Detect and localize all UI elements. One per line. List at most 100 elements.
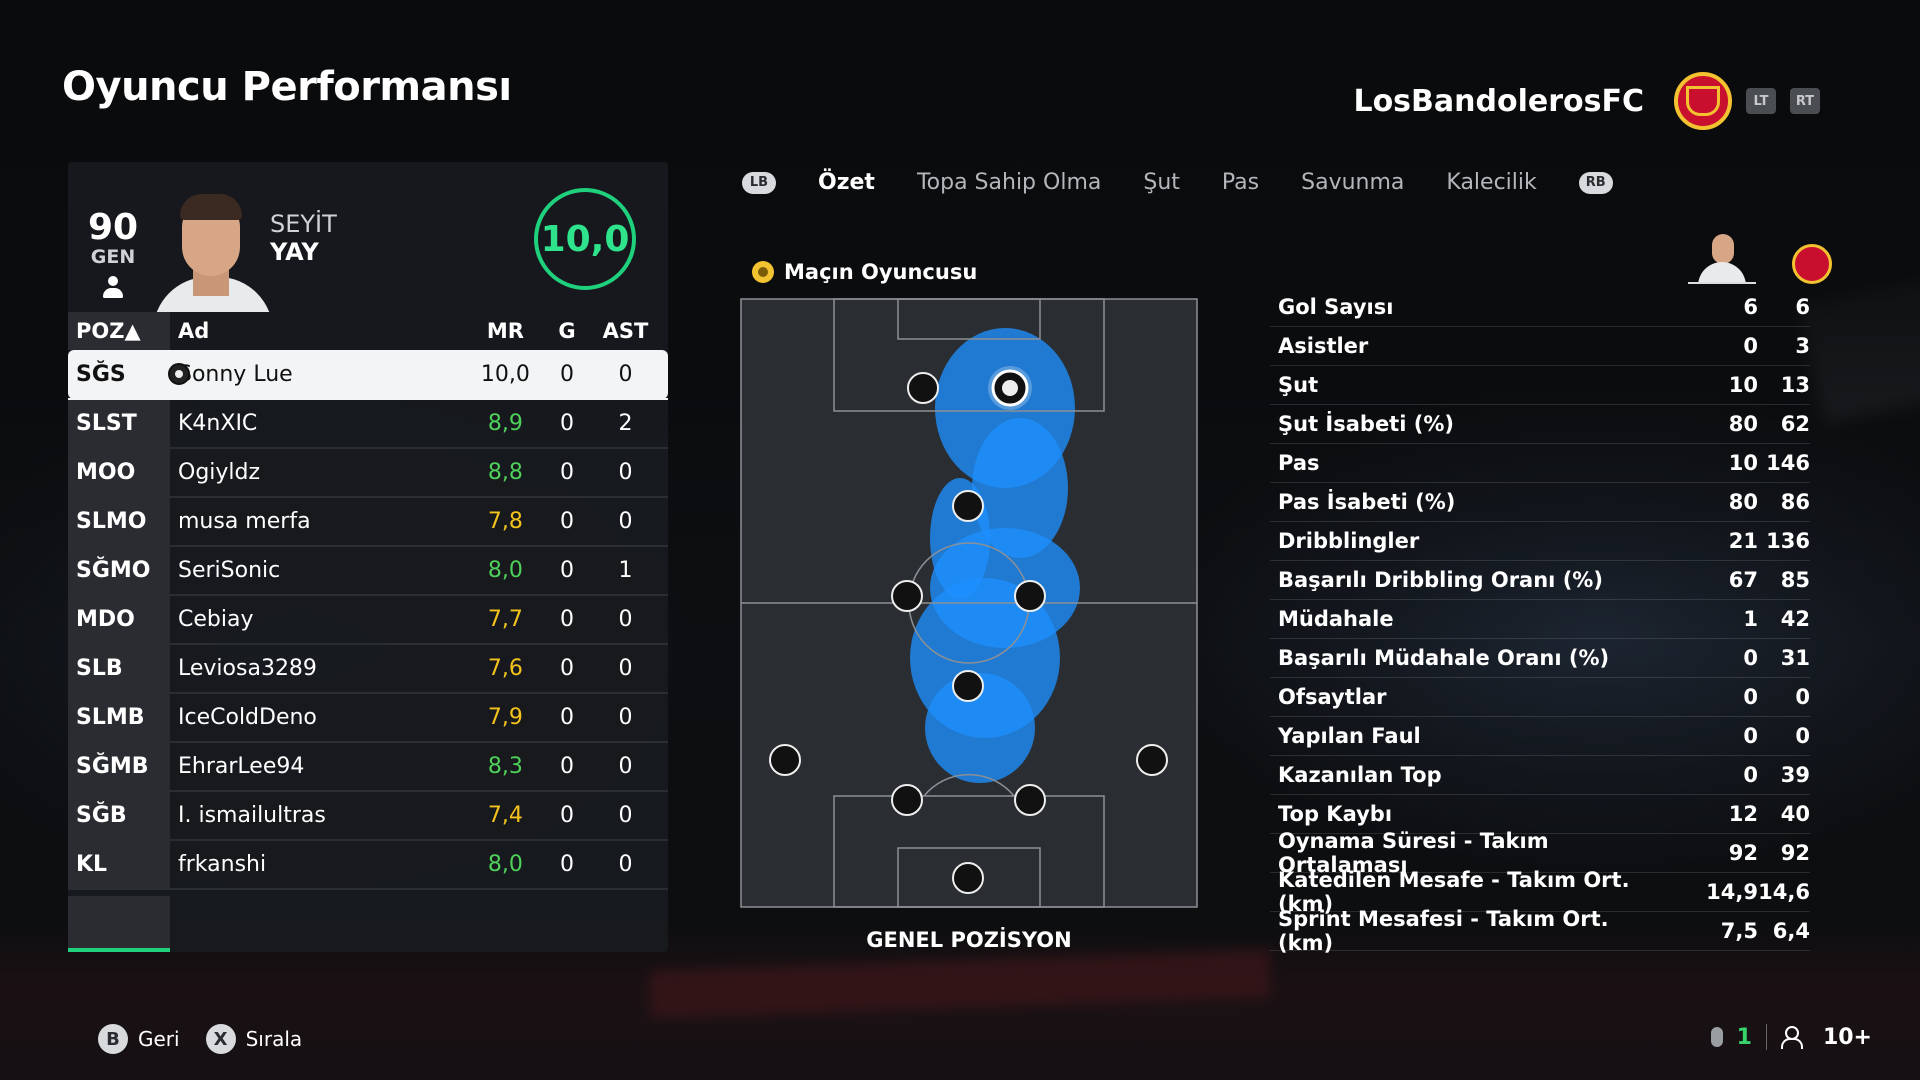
stat-team-value: 92 <box>1780 841 1810 865</box>
column-header-goals[interactable]: G <box>558 319 576 343</box>
stat-label: Yapılan Faul <box>1278 724 1421 748</box>
stat-row: Pas 10 146 <box>1270 444 1810 483</box>
overall-rating: 90 GEN <box>88 210 138 302</box>
roster-row[interactable]: SĞMO SeriSonic 8,0 0 1 <box>68 546 668 596</box>
tab-5[interactable]: Kalecilik <box>1446 170 1537 195</box>
tab-0[interactable]: Özet <box>818 170 875 195</box>
row-goals: 0 <box>550 693 583 743</box>
tab-1[interactable]: Topa Sahip Olma <box>916 170 1102 195</box>
tab-4[interactable]: Savunma <box>1301 170 1405 195</box>
row-goals: 0 <box>550 791 583 841</box>
rt-trigger-button[interactable]: RT <box>1790 88 1820 114</box>
row-player-name: Ogiyldz <box>170 448 460 498</box>
stat-team-value: 85 <box>1780 568 1810 592</box>
player-position-marker <box>891 784 923 816</box>
stats-tabs: LB Özet Topa Sahip Olma Şut Pas Savunma Kalec… <box>742 170 1613 195</box>
stat-team-value: 86 <box>1780 490 1810 514</box>
top-goal-box <box>897 298 1041 340</box>
roster-table: POZ▲ Ad MR G AST SĞS Sonny Lue 10,0 0 0 SLST K… <box>68 312 668 890</box>
roster-row[interactable]: SLST K4nXIC 8,9 0 2 <box>68 399 668 449</box>
tab-2[interactable]: Şut <box>1143 170 1180 195</box>
sort-label: Sırala <box>245 1027 303 1051</box>
person-icon <box>102 276 124 302</box>
player-position-marker <box>1136 744 1168 776</box>
roster-row[interactable]: MOO Ogiyldz 8,8 0 0 <box>68 448 668 498</box>
stat-row: Pas İsabeti (%) 80 86 <box>1270 483 1810 522</box>
stat-row: Kazanılan Top 0 39 <box>1270 756 1810 795</box>
row-match-rating: 8,3 <box>459 742 551 792</box>
stat-row: Müdahale 1 42 <box>1270 600 1810 639</box>
roster-row[interactable]: SĞS Sonny Lue 10,0 0 0 <box>68 350 668 400</box>
roster-header-row: POZ▲ Ad MR G AST <box>68 312 668 350</box>
player-avatar-icon <box>1688 232 1756 284</box>
row-player-name: Leviosa3289 <box>170 644 460 694</box>
row-assists: 0 <box>582 448 668 498</box>
row-goals: 0 <box>550 644 583 694</box>
row-goals: 0 <box>550 350 583 400</box>
row-assists: 0 <box>582 791 668 841</box>
roster-row[interactable]: KL frkanshi 8,0 0 0 <box>68 840 668 890</box>
pitch-caption: GENEL POZİSYON <box>866 928 1072 952</box>
lb-bumper-button[interactable]: LB <box>742 171 776 194</box>
row-assists: 0 <box>582 497 668 547</box>
stat-player-value: 7,5 <box>1720 919 1758 943</box>
team-crest-icon <box>1792 244 1832 284</box>
stat-row: Katedilen Mesafe - Takım Ort. (km) 14,9 14… <box>1270 868 1810 916</box>
divider <box>1765 1024 1767 1050</box>
row-goals: 0 <box>550 497 583 547</box>
page-title: Oyuncu Performansı <box>62 64 512 110</box>
stat-team-value: 0 <box>1795 724 1810 748</box>
row-assists: 0 <box>582 644 668 694</box>
row-position: SLST <box>68 399 170 449</box>
column-header-position[interactable]: POZ▲ <box>68 312 170 350</box>
player-position-marker <box>1014 580 1046 612</box>
pitch-heatmap <box>740 294 1198 908</box>
column-header-assists[interactable]: AST <box>602 319 649 343</box>
rb-bumper-button[interactable]: RB <box>1578 171 1613 194</box>
column-header-rating[interactable]: MR <box>486 319 524 343</box>
row-match-rating: 8,8 <box>459 448 551 498</box>
stat-team-value: 6,4 <box>1772 919 1810 943</box>
stat-team-value: 62 <box>1780 412 1810 436</box>
party-icon <box>1780 1026 1809 1049</box>
stat-player-value: 92 <box>1728 841 1758 865</box>
stat-team-value: 3 <box>1795 334 1810 358</box>
row-goals: 0 <box>550 595 583 645</box>
lt-trigger-button[interactable]: LT <box>1746 88 1776 114</box>
stat-team-value: 6 <box>1795 295 1810 319</box>
stats-column-icons <box>1688 232 1832 284</box>
stat-label: Gol Sayısı <box>1278 295 1394 319</box>
row-player-name: IceColdDeno <box>170 693 460 743</box>
row-position: SĞB <box>68 791 170 841</box>
roster-row[interactable]: MDO Cebiay 7,7 0 0 <box>68 595 668 645</box>
stat-row: Sprint Mesafesi - Takım Ort. (km) 7,5 6,4 <box>1270 907 1810 955</box>
player-position-marker <box>952 862 984 894</box>
roster-row[interactable]: SLB Leviosa3289 7,6 0 0 <box>68 644 668 694</box>
bottom-goal-box <box>897 847 1041 908</box>
stat-team-value: 40 <box>1780 802 1810 826</box>
sort-hint[interactable]: X Sırala <box>205 1024 303 1054</box>
stat-row: Şut İsabeti (%) 80 62 <box>1270 405 1810 444</box>
row-position: KL <box>68 840 170 890</box>
back-hint[interactable]: B Geri <box>98 1024 180 1054</box>
row-match-rating: 7,9 <box>459 693 551 743</box>
row-position: SĞMB <box>68 742 170 792</box>
row-match-rating: 7,8 <box>459 497 551 547</box>
stat-player-value: 80 <box>1728 412 1758 436</box>
x-button-icon: X <box>205 1024 236 1054</box>
stat-player-value: 80 <box>1728 490 1758 514</box>
stat-label: Başarılı Dribbling Oranı (%) <box>1278 568 1603 592</box>
tab-3[interactable]: Pas <box>1221 170 1260 195</box>
stat-label: Müdahale <box>1278 607 1394 631</box>
column-header-name[interactable]: Ad <box>178 319 210 343</box>
roster-row[interactable]: SĞB I. ismailultras 7,4 0 0 <box>68 791 668 841</box>
row-match-rating: 7,4 <box>459 791 551 841</box>
roster-row[interactable]: SLMO musa merfa 7,8 0 0 <box>68 497 668 547</box>
row-position: SLB <box>68 644 170 694</box>
stat-label: Pas İsabeti (%) <box>1278 490 1456 514</box>
row-assists: 0 <box>582 595 668 645</box>
row-match-rating: 8,0 <box>459 546 551 596</box>
roster-row[interactable]: SĞMB EhrarLee94 8,3 0 0 <box>68 742 668 792</box>
roster-row[interactable]: SLMB IceColdDeno 7,9 0 0 <box>68 693 668 743</box>
overall-label: GEN <box>90 246 136 268</box>
